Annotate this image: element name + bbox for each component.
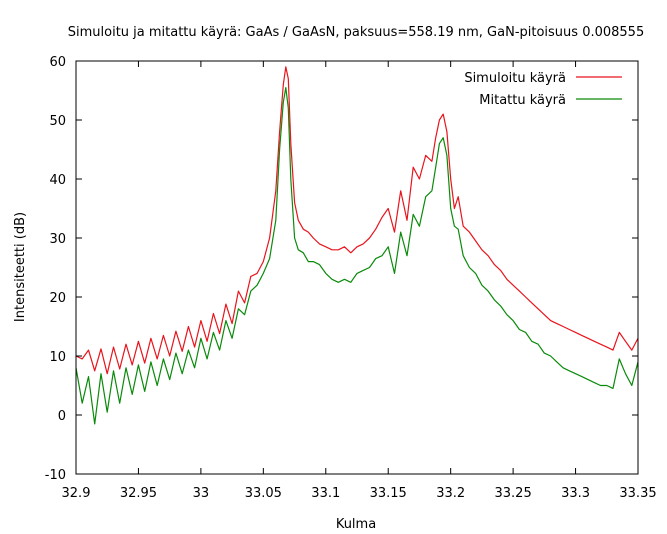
y-tick-label: 50 — [49, 114, 66, 129]
y-tick-label: -10 — [45, 468, 66, 483]
series-line-simulated — [76, 66, 638, 375]
legend-label: Mitattu käyrä — [479, 93, 566, 108]
series-layer — [76, 66, 638, 425]
y-tick-label: 10 — [49, 350, 66, 365]
y-tick-label: 60 — [49, 55, 66, 70]
plot-frame — [75, 60, 639, 475]
legend: Simuloitu käyrä Mitattu käyrä — [464, 71, 622, 108]
y-tick-label: 0 — [58, 409, 66, 424]
y-axis-label: Intensiteetti (dB) — [13, 212, 28, 322]
legend-label: Simuloitu käyrä — [464, 71, 566, 86]
x-tick-label: 33 — [193, 486, 210, 501]
y-tick-label: 20 — [49, 291, 66, 306]
chart-title: Simuloitu ja mitattu käyrä: GaAs / GaAsN… — [68, 25, 644, 40]
y-tick-label: 30 — [49, 232, 66, 247]
x-tick-label: 33.1 — [311, 486, 340, 501]
x-tick-label: 32.95 — [120, 486, 157, 501]
y-tick-label: 40 — [49, 173, 66, 188]
x-tick-label: 33.25 — [495, 486, 532, 501]
x-tick-label: 33.15 — [370, 486, 407, 501]
x-tick-label: 32.9 — [62, 486, 91, 501]
x-tick-label: 33.3 — [561, 486, 590, 501]
series-line-measured — [76, 86, 638, 425]
x-tick-label: 33.2 — [436, 486, 465, 501]
tick-layer: 32.9 32.95 33 33.05 33.1 33.15 33.2 33.25 33.3 33… — [45, 55, 657, 501]
x-tick-label: 33.05 — [245, 486, 282, 501]
x-tick-label: 33.35 — [619, 486, 656, 501]
x-axis-label: Kulma — [336, 517, 376, 532]
